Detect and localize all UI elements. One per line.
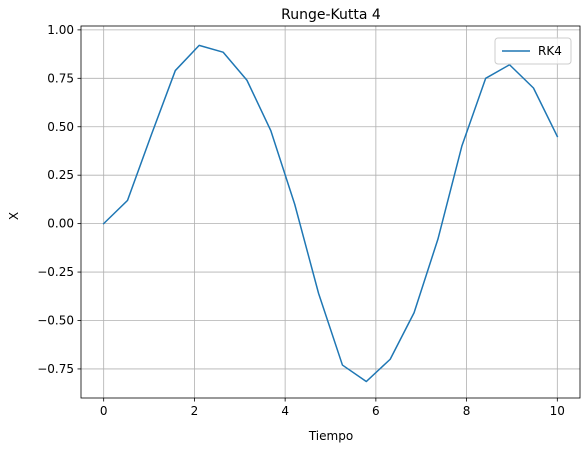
x-tick-label-2: 4 — [281, 404, 289, 418]
x-tick-label-3: 6 — [372, 404, 380, 418]
grid-layer — [81, 26, 580, 398]
y-tick-label-3: 0.00 — [47, 217, 74, 231]
y-tick-label-5: 0.50 — [47, 120, 74, 134]
y-tick-label-4: 0.25 — [47, 168, 74, 182]
y-tick-label-2: −0.25 — [37, 265, 74, 279]
legend-label-rk4: RK4 — [538, 44, 562, 58]
series-line-rk4 — [102, 44, 559, 383]
legend: RK4 — [494, 37, 572, 65]
y-axis-label: X — [7, 212, 21, 220]
x-axis-label: Tiempo — [308, 429, 353, 443]
x-tick-label-0: 0 — [100, 404, 108, 418]
legend-box — [494, 37, 572, 65]
x-tick-label-1: 2 — [191, 404, 199, 418]
tick-layer: 0 2 4 6 8 10 −0.75 −0.50 −0.25 0.00 0.25 0.50 0.75 1.… — [37, 23, 565, 418]
y-tick-label-1: −0.50 — [37, 314, 74, 328]
chart-title: Runge-Kutta 4 — [281, 7, 381, 23]
y-tick-label-0: −0.75 — [37, 362, 74, 376]
series-layer — [102, 44, 559, 383]
y-tick-label-7: 1.00 — [47, 23, 74, 37]
x-tick-label-4: 8 — [463, 404, 471, 418]
axes-frame — [80, 25, 581, 399]
x-tick-label-5: 10 — [550, 404, 565, 418]
y-tick-label-6: 0.75 — [47, 71, 74, 85]
